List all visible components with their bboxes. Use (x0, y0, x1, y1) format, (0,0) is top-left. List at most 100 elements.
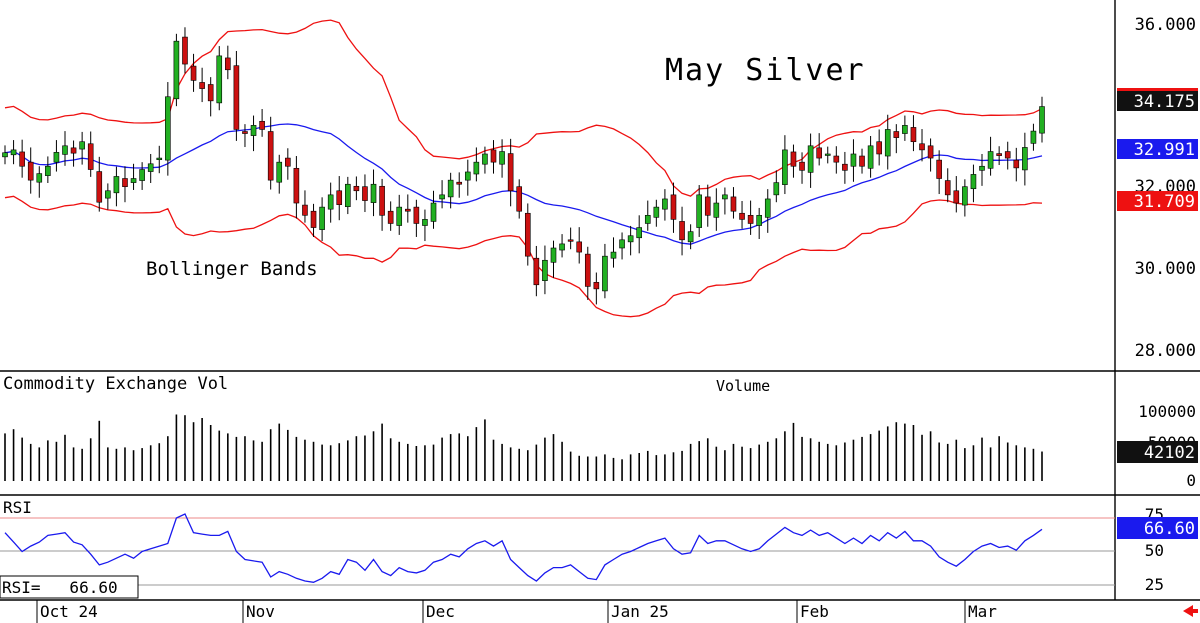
candle (499, 139, 505, 178)
candle (542, 245, 548, 295)
candle-body (782, 149, 788, 185)
candle (876, 129, 882, 166)
candle-body (910, 127, 917, 143)
scroll-left-arrow-icon[interactable] (1183, 605, 1198, 617)
candle-body (2, 152, 8, 158)
candle-body (216, 55, 223, 104)
upper-band-line (4, 19, 1043, 197)
candle-body (456, 181, 463, 185)
candle-body (396, 206, 403, 226)
candle-body (353, 185, 360, 192)
candle-body (902, 125, 908, 134)
candle (490, 140, 497, 174)
candle (953, 176, 960, 213)
candle (276, 154, 283, 194)
candle-body (1022, 147, 1028, 171)
candle-body (1013, 159, 1020, 169)
y-tick-28: 28.000 (1135, 341, 1196, 361)
candle-body (233, 65, 240, 130)
candle (970, 164, 977, 203)
candle (190, 53, 197, 92)
candle (79, 131, 85, 165)
candle-body (139, 169, 145, 181)
candle (722, 187, 728, 215)
candle-body (679, 221, 685, 241)
upper-band-badge (1117, 88, 1198, 91)
candle-body (739, 212, 745, 220)
candle-body (62, 145, 68, 155)
candle-body (130, 178, 137, 183)
candle-body (327, 194, 334, 210)
candle (576, 227, 583, 264)
candle (464, 159, 471, 196)
candle-body (147, 163, 154, 172)
y-tick-30: 30.000 (1135, 259, 1196, 279)
lower-band-label: 31.709 (1134, 192, 1195, 212)
candle (413, 199, 420, 237)
candle-body (70, 147, 77, 154)
candle (756, 207, 762, 240)
candle-body (242, 131, 248, 134)
candle (644, 200, 651, 231)
candle (242, 124, 248, 148)
candle (627, 225, 634, 256)
candle (199, 67, 205, 103)
candle-body (756, 214, 762, 226)
candle (979, 153, 985, 186)
rsi-series-line (4, 513, 1043, 583)
candle (422, 209, 428, 242)
candle (1039, 96, 1045, 143)
candle-body (867, 145, 874, 169)
candle-body (850, 153, 857, 167)
candle (816, 133, 822, 166)
candle-body (276, 161, 283, 183)
candle-body (610, 251, 617, 259)
candle (45, 156, 51, 184)
candle (550, 240, 557, 278)
candle-body (773, 182, 780, 196)
volume-bars (4, 414, 1043, 481)
candle (747, 200, 754, 235)
candle (62, 131, 68, 166)
candle-body (764, 198, 771, 218)
candle-body (799, 161, 805, 171)
candle (473, 147, 480, 182)
candle-body (713, 202, 720, 218)
candle (250, 115, 257, 152)
candle-body (936, 159, 942, 179)
candle (790, 144, 797, 178)
candle-body (405, 208, 411, 212)
candle-body (576, 241, 583, 253)
candle (387, 201, 394, 231)
vol-tick-100000: 100000 (1138, 402, 1196, 421)
candle (439, 180, 445, 209)
candle-body (816, 147, 822, 159)
candle-body (602, 255, 608, 292)
candle-body (996, 153, 1002, 156)
candle-body (662, 198, 668, 210)
candle-body (919, 143, 925, 151)
candle-body (542, 259, 548, 281)
candle (850, 139, 857, 182)
candle-body (884, 129, 891, 157)
candle (679, 206, 685, 256)
candle-body (953, 190, 960, 204)
candle-body (473, 161, 480, 175)
candle (799, 152, 805, 184)
candle-body (285, 157, 291, 167)
candle-body (379, 185, 385, 216)
candle (285, 148, 291, 180)
candle (327, 182, 334, 223)
candle-body (619, 239, 625, 249)
candle-body (79, 141, 85, 150)
candle (739, 200, 745, 229)
candle (105, 183, 111, 210)
candle-body (482, 153, 488, 165)
candle (867, 135, 874, 178)
candle (602, 243, 608, 299)
candle-body (807, 145, 814, 173)
candle (670, 182, 677, 233)
candle (259, 109, 265, 137)
candle-body (45, 165, 51, 176)
